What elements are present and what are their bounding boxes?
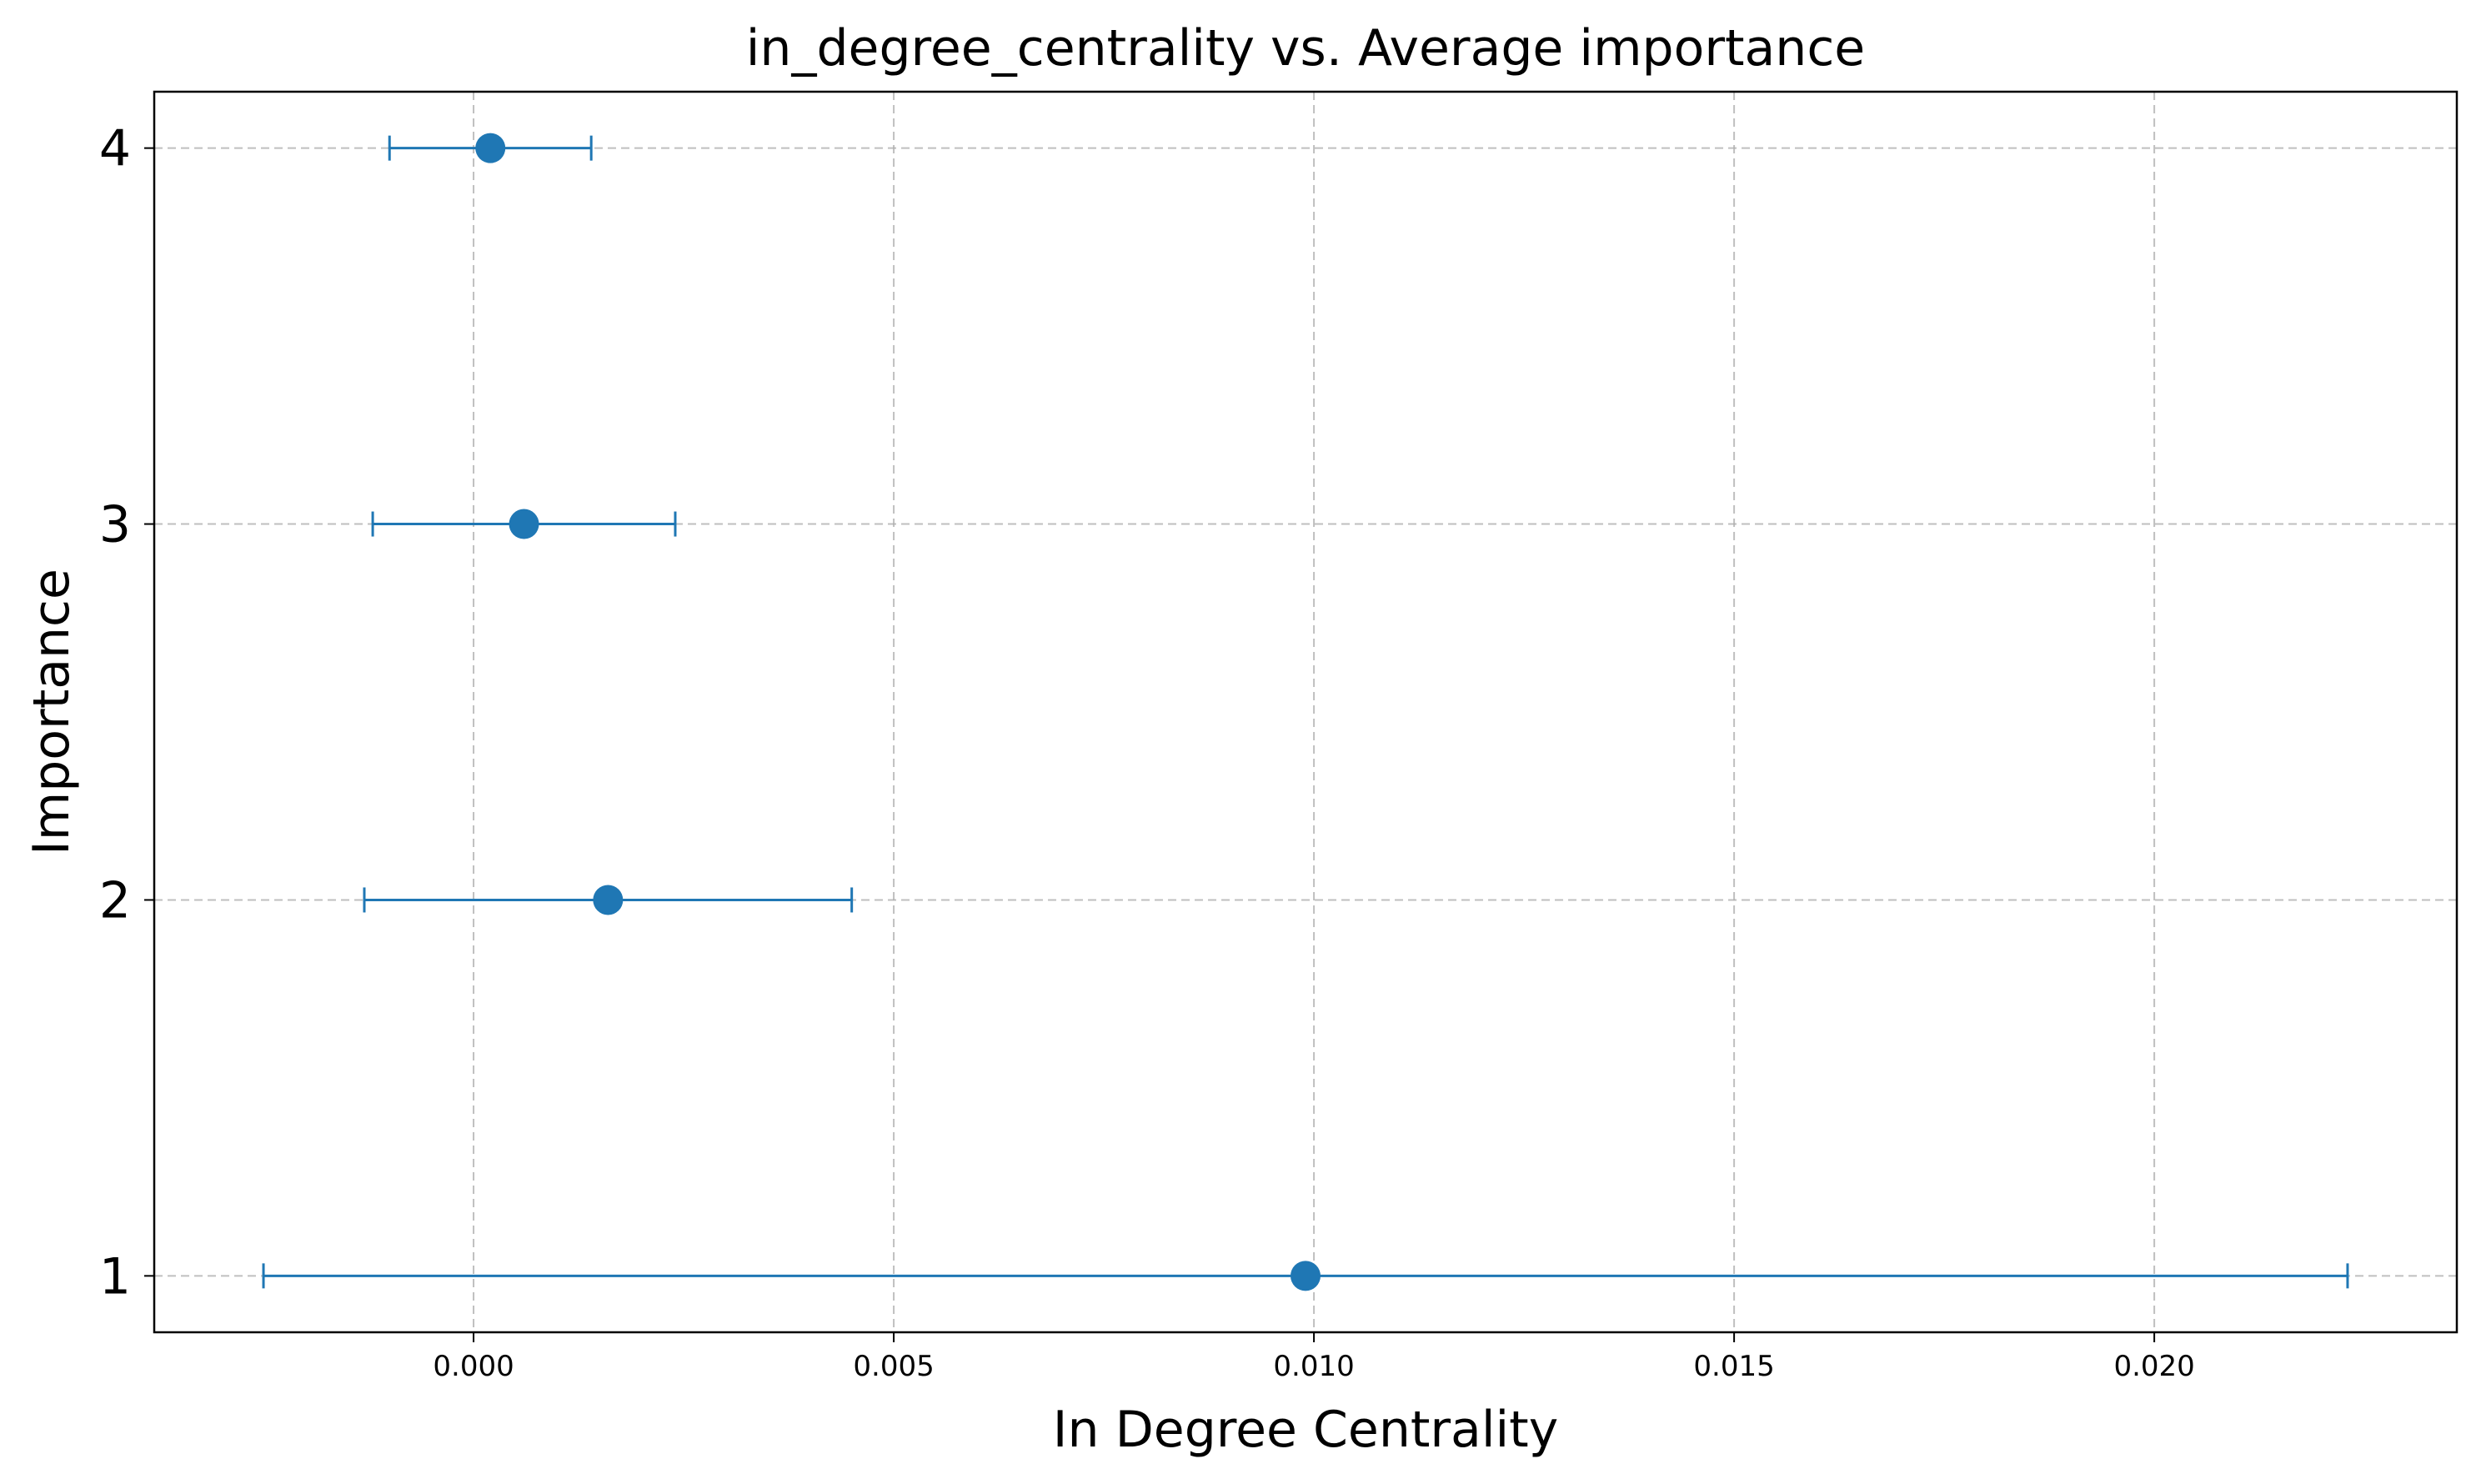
y-tick-label: 2 xyxy=(99,871,131,930)
data-point xyxy=(1291,1261,1321,1291)
data-point xyxy=(475,133,506,163)
x-axis-ticks: 0.000 0.005 0.010 0.015 0.020 xyxy=(433,1332,2195,1383)
chart-title: in_degree_centrality vs. Average importa… xyxy=(746,19,1865,78)
data-point xyxy=(593,885,624,915)
x-tick-label: 0.005 xyxy=(853,1350,934,1383)
plot-frame xyxy=(153,90,2458,1334)
y-axis-label: Importance xyxy=(23,569,81,855)
x-tick-label: 0.010 xyxy=(1273,1350,1354,1383)
x-axis-label: In Degree Centrality xyxy=(1053,1401,1558,1459)
x-tick-label: 0.000 xyxy=(433,1350,514,1383)
y-axis-ticks: 1 2 3 4 xyxy=(99,120,154,1306)
y-tick-label: 3 xyxy=(99,496,131,554)
y-tick-label: 1 xyxy=(99,1247,131,1306)
error-bars xyxy=(262,135,2349,1289)
x-tick-label: 0.020 xyxy=(2113,1350,2194,1383)
data-points xyxy=(475,133,1321,1291)
grid xyxy=(154,92,2457,1332)
data-point xyxy=(509,509,539,539)
x-tick-label: 0.015 xyxy=(1693,1350,1774,1383)
y-tick-label: 4 xyxy=(99,120,131,178)
